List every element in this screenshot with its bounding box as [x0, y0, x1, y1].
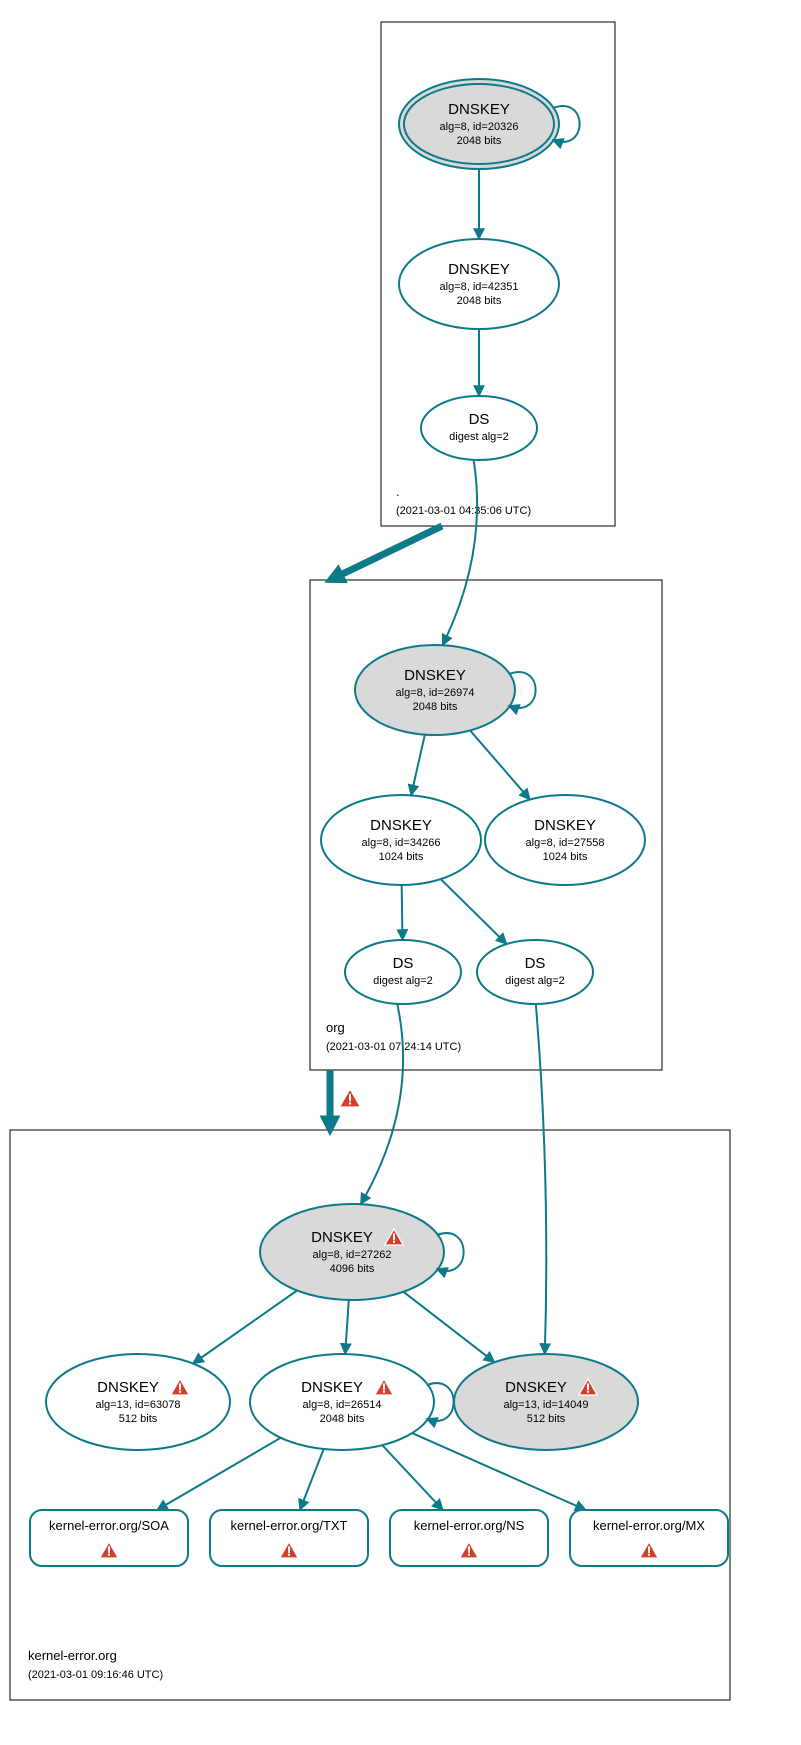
edge: [193, 1291, 297, 1364]
edge: [402, 885, 403, 940]
node-title: DNSKEY: [311, 1229, 373, 1246]
node-detail: 2048 bits: [320, 1413, 365, 1425]
warning-icon: [340, 1089, 361, 1107]
edge: [300, 1449, 324, 1510]
edge: [411, 735, 425, 796]
edge: [443, 460, 478, 645]
node-org_ksk: DNSKEY alg=8, id=26974 2048 bits: [355, 645, 536, 735]
edge: [157, 1438, 281, 1510]
edge: [403, 1292, 494, 1362]
node-org_key2: DNSKEY alg=8, id=27558 1024 bits: [485, 795, 645, 885]
zone-timestamp: (2021-03-01 09:16:46 UTC): [28, 1669, 163, 1681]
record-label: kernel-error.org/MX: [593, 1518, 705, 1533]
record-label: kernel-error.org/NS: [414, 1518, 525, 1533]
record-rec_soa: kernel-error.org/SOA: [30, 1510, 188, 1566]
node-title: DNSKEY: [505, 1379, 567, 1396]
zone-timestamp: (2021-03-01 04:35:06 UTC): [396, 505, 531, 517]
node-detail: alg=8, id=26974: [396, 687, 475, 699]
node-org_zsk: DNSKEY alg=8, id=34266 1024 bits: [321, 795, 481, 885]
node-detail: 512 bits: [527, 1413, 566, 1425]
node-detail: digest alg=2: [373, 975, 433, 987]
node-detail: digest alg=2: [505, 975, 565, 987]
node-detail: 1024 bits: [379, 851, 424, 863]
node-title: DNSKEY: [97, 1379, 159, 1396]
node-detail: alg=8, id=27262: [313, 1249, 392, 1261]
record-label: kernel-error.org/SOA: [49, 1518, 169, 1533]
node-root_zsk: DNSKEY alg=8, id=42351 2048 bits: [399, 239, 559, 329]
node-title: DS: [525, 955, 546, 972]
node-k_key1: DNSKEY alg=13, id=63078 512 bits: [46, 1354, 230, 1450]
node-detail: 1024 bits: [543, 851, 588, 863]
node-org_ds2: DS digest alg=2: [477, 940, 593, 1004]
node-detail: alg=13, id=14049: [503, 1399, 588, 1411]
zone-name: org: [326, 1020, 345, 1035]
record-label: kernel-error.org/TXT: [230, 1518, 347, 1533]
zone-name: kernel-error.org: [28, 1648, 117, 1663]
node-detail: alg=8, id=27558: [526, 837, 605, 849]
node-k_key3: DNSKEY alg=13, id=14049 512 bits: [454, 1354, 638, 1450]
record-rec_ns: kernel-error.org/NS: [390, 1510, 548, 1566]
node-title: DNSKEY: [448, 101, 510, 118]
node-title: DNSKEY: [301, 1379, 363, 1396]
edge: [361, 1004, 403, 1204]
node-detail: alg=8, id=26514: [303, 1399, 382, 1411]
node-title: DNSKEY: [370, 817, 432, 834]
record-rec_txt: kernel-error.org/TXT: [210, 1510, 368, 1566]
dnssec-diagram: . (2021-03-01 04:35:06 UTC) org (2021-03-01…: [0, 0, 801, 1745]
edge: [345, 1300, 349, 1354]
record-rec_mx: kernel-error.org/MX: [570, 1510, 728, 1566]
node-detail: 4096 bits: [330, 1263, 375, 1275]
zone-name: .: [396, 484, 400, 499]
node-detail: alg=8, id=42351: [440, 281, 519, 293]
node-root_ds: DS digest alg=2: [421, 396, 537, 460]
node-detail: alg=13, id=63078: [95, 1399, 180, 1411]
node-k_ksk: DNSKEY alg=8, id=27262 4096 bits: [260, 1204, 464, 1300]
node-detail: 2048 bits: [457, 295, 502, 307]
node-k_zsk: DNSKEY alg=8, id=26514 2048 bits: [250, 1354, 454, 1450]
edge: [382, 1445, 443, 1510]
node-detail: 2048 bits: [413, 701, 458, 713]
delegation-edge: [330, 526, 442, 580]
node-title: DNSKEY: [404, 667, 466, 684]
node-root_ksk: DNSKEY alg=8, id=20326 2048 bits: [399, 79, 580, 169]
node-detail: 2048 bits: [457, 135, 502, 147]
node-title: DNSKEY: [448, 261, 510, 278]
node-org_ds1: DS digest alg=2: [345, 940, 461, 1004]
edge: [536, 1004, 546, 1354]
node-detail: alg=8, id=20326: [440, 121, 519, 133]
node-detail: 512 bits: [119, 1413, 158, 1425]
edge: [441, 879, 507, 944]
zone-timestamp: (2021-03-01 07:24:14 UTC): [326, 1041, 461, 1053]
edge: [470, 730, 530, 799]
node-title: DNSKEY: [534, 817, 596, 834]
node-title: DS: [469, 411, 490, 428]
node-title: DS: [393, 955, 414, 972]
node-detail: alg=8, id=34266: [362, 837, 441, 849]
node-detail: digest alg=2: [449, 431, 509, 443]
